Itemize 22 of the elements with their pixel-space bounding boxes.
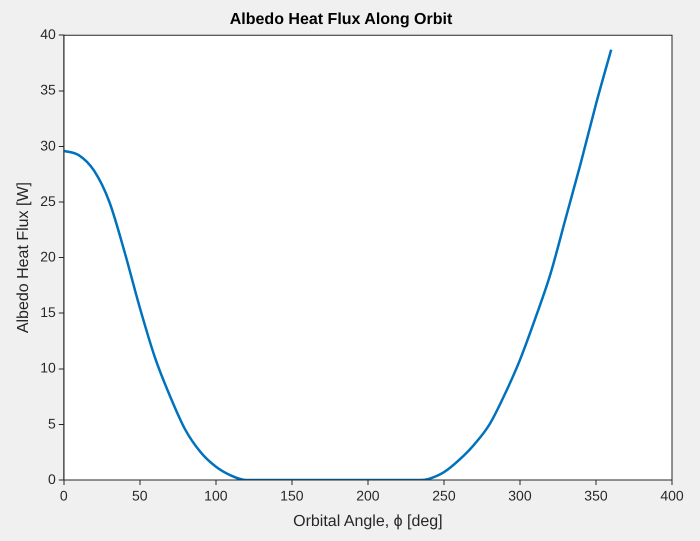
y-tick-label: 35 — [40, 82, 56, 98]
x-tick-label: 200 — [356, 487, 380, 504]
y-tick-label: 30 — [40, 137, 56, 154]
x-tick-label: 150 — [280, 487, 304, 504]
y-tick-label: 20 — [40, 248, 56, 264]
y-axis-title: Albedo Heat Flux [W] — [15, 182, 32, 334]
x-tick-label: 0 — [60, 487, 68, 504]
y-tick-label: 25 — [40, 192, 56, 209]
x-tick-label: 350 — [584, 487, 608, 504]
y-tick-label: 10 — [40, 360, 56, 376]
y-tick-label: 40 — [40, 26, 56, 42]
chart-title: Albedo Heat Flux Along Orbit — [230, 11, 453, 28]
x-tick-label: 300 — [508, 487, 532, 504]
y-tick-label: 5 — [48, 415, 56, 432]
y-tick-label: 0 — [48, 470, 56, 487]
x-tick-label: 50 — [132, 487, 148, 504]
x-tick-label: 100 — [204, 487, 228, 504]
x-tick-label: 400 — [660, 487, 684, 504]
x-axis-title: Orbital Angle, ϕ [deg] — [293, 512, 443, 530]
y-tick-label: 15 — [40, 304, 56, 320]
line-series — [64, 48, 612, 480]
x-tick-label: 250 — [432, 487, 456, 504]
